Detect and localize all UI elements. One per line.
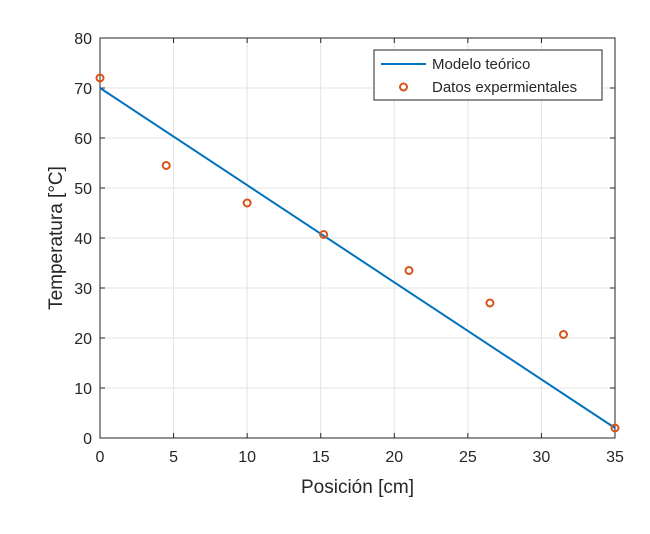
x-tick-label: 5: [169, 449, 178, 466]
x-tick-label: 30: [533, 449, 551, 466]
legend-label-data: Datos expermientales: [432, 79, 577, 96]
x-tick-label: 35: [606, 449, 624, 466]
y-tick-label: 0: [83, 431, 92, 448]
y-tick-label: 60: [74, 131, 92, 148]
data-point-experimental: [319, 230, 329, 239]
x-tick-label: 10: [238, 449, 256, 466]
legend: Modelo teórico Datos expermientales: [373, 49, 603, 101]
x-axis-label: Posición [cm]: [301, 477, 414, 498]
x-tick-label: 20: [385, 449, 403, 466]
ticks: 0 5 10 15 20 25 30 35 0 10 20 30 40 50 60 70 80: [74, 31, 624, 466]
data-point-experimental: [404, 266, 414, 275]
legend-label-model: Modelo teórico: [432, 56, 530, 73]
legend-box: [373, 49, 603, 101]
data-point-experimental: [161, 161, 171, 170]
y-tick-label: 70: [74, 81, 92, 98]
y-tick-label: 50: [74, 181, 92, 198]
y-tick-label: 40: [74, 231, 92, 248]
x-tick-label: 15: [312, 449, 330, 466]
data-point-experimental: [95, 73, 105, 83]
data-point-experimental: [610, 423, 620, 433]
series-layer: [95, 73, 620, 433]
x-tick-label: 0: [96, 449, 105, 466]
data-point-experimental: [242, 198, 252, 208]
y-tick-label: 20: [74, 331, 92, 348]
data-point-experimental: [485, 298, 495, 308]
series-line-modelo-teorico: [99, 87, 616, 429]
legend-marker-swatch: [399, 82, 408, 92]
x-tick-label: 25: [459, 449, 477, 466]
y-tick-label: 30: [74, 281, 92, 298]
data-point-experimental: [559, 330, 568, 339]
y-tick-label: 10: [74, 381, 92, 398]
y-axis-label: Temperatura [°C]: [46, 166, 67, 310]
y-tick-label: 80: [74, 31, 92, 48]
